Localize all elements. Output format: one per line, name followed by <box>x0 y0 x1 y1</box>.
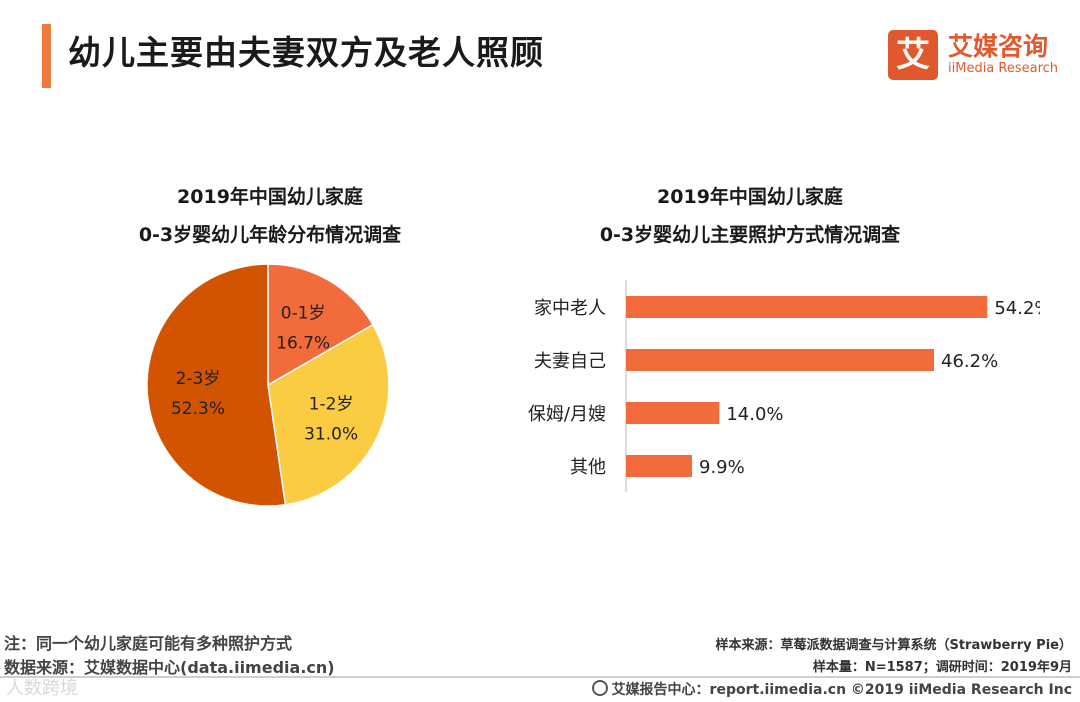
category-label: 其他 <box>570 457 606 478</box>
pie-slice-value: 16.7% <box>276 333 330 353</box>
pie-slice-value: 52.3% <box>171 399 225 419</box>
pie-title-line2: 0-3岁婴幼儿年龄分布情况调查 <box>138 224 402 246</box>
globe-icon <box>591 680 608 696</box>
page-title: 幼儿主要由夫妻双方及老人照顾 <box>68 33 544 72</box>
bar <box>626 455 692 477</box>
sample-size: 样本量：N=1587；调研时间：2019年9月 <box>812 660 1072 675</box>
data-source: 数据来源：艾媒数据中心(data.iimedia.cn) <box>4 658 335 677</box>
category-label: 夫妻自己 <box>534 351 606 372</box>
footer-divider <box>0 676 1080 678</box>
care-method-bar-chart: 家中老人 54.2% 夫妻自己 46.2% 保姆/月嫂 14.0% 其他 9.9% <box>528 280 1040 492</box>
logo-name-en: iiMedia Research <box>948 61 1059 76</box>
pie-slice-label: 0-1岁 <box>281 303 326 323</box>
category-label: 家中老人 <box>534 298 606 319</box>
bar-value-label: 46.2% <box>941 351 998 372</box>
pie-slice-label: 2-3岁 <box>176 369 221 389</box>
bar <box>626 296 988 318</box>
pie-slice <box>146 263 287 507</box>
bar <box>626 402 720 424</box>
title-accent-bar <box>42 24 51 88</box>
pie-slice <box>267 263 374 387</box>
bar-value-label: 14.0% <box>726 404 783 425</box>
pie-slice <box>267 323 390 506</box>
age-distribution-pie-chart: 0-1岁 16.7% 1-2岁 31.0% 2-3岁 52.3% <box>146 263 390 507</box>
bar-value-label: 54.2% <box>994 298 1040 319</box>
logo-mark: 艾 <box>888 30 938 80</box>
watermark: 人数跨境 <box>6 678 78 699</box>
footer-text: 艾媒报告中心：report.iimedia.cn ©2019 iiMedia R… <box>611 682 1072 698</box>
bar <box>626 349 934 371</box>
sample-source: 样本来源：草莓派数据调查与计算系统（Strawberry Pie） <box>715 638 1072 653</box>
pie-title-line1: 2019年中国幼儿家庭 <box>177 186 363 208</box>
bar-chart-title: 2019年中国幼儿家庭 0-3岁婴幼儿主要照护方式情况调查 <box>560 178 940 254</box>
category-label: 保姆/月嫂 <box>528 404 606 425</box>
footer: 艾媒报告中心：report.iimedia.cn ©2019 iiMedia R… <box>591 679 1072 699</box>
bar-value-label: 9.9% <box>699 457 745 478</box>
pie-slice-label: 1-2岁 <box>309 395 354 415</box>
chart-note: 注：同一个幼儿家庭可能有多种照护方式 <box>4 634 293 653</box>
logo-name-cn: 艾媒咨询 <box>948 32 1049 61</box>
pie-chart-title: 2019年中国幼儿家庭 0-3岁婴幼儿年龄分布情况调查 <box>95 178 445 254</box>
pie-slice-value: 31.0% <box>304 425 358 445</box>
bar-title-line1: 2019年中国幼儿家庭 <box>657 186 843 208</box>
brand-logo: 艾 艾媒咨询 iiMedia Research <box>888 30 1064 80</box>
bar-title-line2: 0-3岁婴幼儿主要照护方式情况调查 <box>599 224 901 246</box>
